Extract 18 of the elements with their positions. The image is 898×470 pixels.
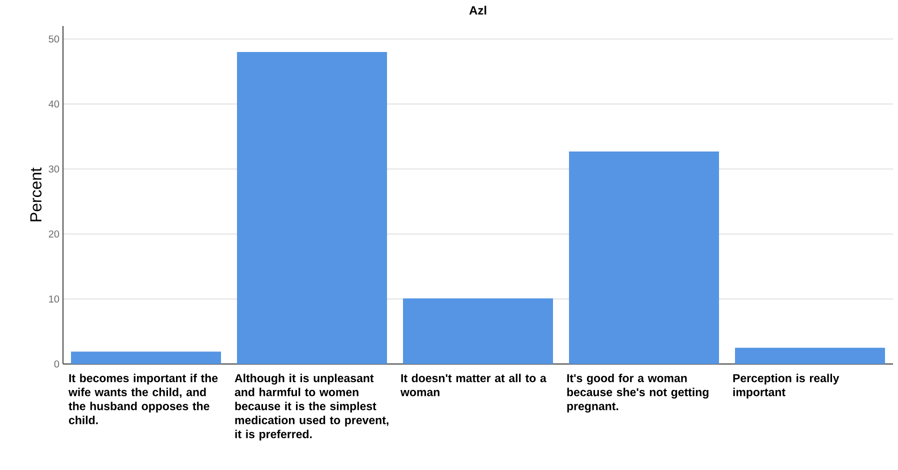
y-tick-label: 40 bbox=[48, 100, 60, 108]
chart-title: Azl bbox=[469, 6, 486, 14]
x-tick-label: It becomes important if the wife wants the child, and the husband opposes the child. bbox=[68, 374, 218, 424]
bar bbox=[735, 348, 886, 364]
y-axis-title: Percent bbox=[30, 168, 42, 222]
x-tick-label: It's good for a woman because she's not getting pregnant. bbox=[567, 374, 708, 413]
y-tick-label: 50 bbox=[48, 35, 60, 43]
bar bbox=[71, 352, 222, 364]
x-tick-label: It doesn't matter at all to a woman bbox=[400, 374, 546, 396]
bar bbox=[569, 151, 720, 364]
bar bbox=[237, 52, 388, 364]
bar bbox=[403, 298, 554, 364]
y-tick-label: 10 bbox=[49, 295, 60, 303]
y-tick-label: 0 bbox=[54, 360, 60, 368]
y-tick-label: 30 bbox=[48, 165, 60, 173]
y-tick-label: 20 bbox=[48, 230, 60, 238]
x-tick-label: Perception is really important bbox=[733, 374, 840, 398]
x-tick-label: Although it is unpleasant and harmful to women because it is the simplest medication used to prevent, it is preferred. bbox=[234, 374, 388, 440]
